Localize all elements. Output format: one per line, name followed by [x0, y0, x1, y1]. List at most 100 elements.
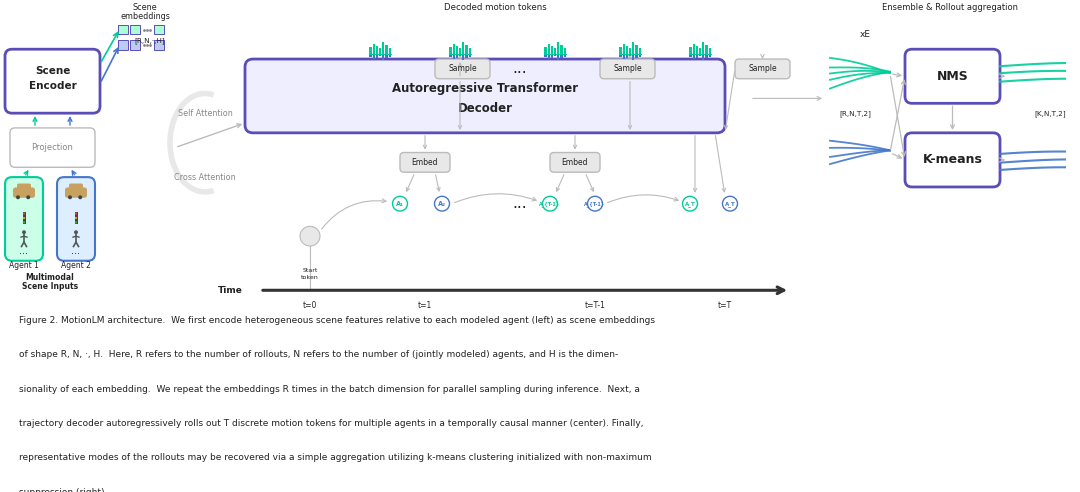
Bar: [376, 54, 378, 58]
Circle shape: [26, 195, 30, 199]
Text: Sample: Sample: [448, 64, 476, 73]
Bar: [708, 48, 711, 54]
Bar: [557, 54, 559, 60]
Bar: [130, 40, 140, 50]
Text: t=T-1: t=T-1: [584, 301, 606, 309]
Text: Self Attention: Self Attention: [177, 109, 232, 118]
Text: Ensemble & Rollout aggregation: Ensemble & Rollout aggregation: [882, 3, 1018, 12]
Text: [K,N,T,2]: [K,N,T,2]: [1035, 110, 1066, 117]
Bar: [548, 54, 550, 59]
Bar: [154, 25, 164, 34]
Bar: [382, 54, 384, 60]
Bar: [702, 42, 704, 54]
Bar: [692, 44, 694, 54]
Text: Agent 2: Agent 2: [62, 261, 91, 270]
Text: ...: ...: [71, 246, 81, 256]
Text: [R,N,·,H]: [R,N,·,H]: [135, 37, 165, 44]
Circle shape: [23, 221, 25, 223]
FancyBboxPatch shape: [10, 128, 95, 167]
Bar: [564, 54, 566, 57]
Bar: [705, 54, 707, 59]
Bar: [23, 212, 26, 224]
Circle shape: [723, 196, 738, 211]
Bar: [551, 46, 553, 54]
Bar: [692, 54, 694, 59]
Bar: [118, 40, 129, 50]
Text: [R,N,T,2]: [R,N,T,2]: [839, 110, 870, 117]
Bar: [376, 46, 378, 54]
Bar: [699, 48, 701, 54]
Circle shape: [392, 196, 407, 211]
Bar: [564, 48, 566, 54]
Circle shape: [75, 217, 77, 219]
FancyBboxPatch shape: [600, 59, 654, 79]
Circle shape: [68, 195, 72, 199]
FancyBboxPatch shape: [5, 177, 43, 261]
Text: Embed: Embed: [411, 158, 438, 167]
Bar: [689, 47, 691, 54]
Bar: [459, 48, 461, 54]
Text: ...: ...: [513, 196, 527, 211]
Bar: [638, 54, 640, 57]
Text: Encoder: Encoder: [29, 81, 77, 91]
Text: t=1: t=1: [418, 301, 432, 309]
Bar: [453, 44, 455, 54]
FancyBboxPatch shape: [5, 49, 100, 113]
FancyBboxPatch shape: [57, 177, 95, 261]
FancyBboxPatch shape: [905, 133, 1000, 187]
Text: Embed: Embed: [562, 158, 589, 167]
Bar: [369, 47, 372, 54]
Bar: [635, 45, 637, 54]
Bar: [638, 48, 640, 54]
Bar: [632, 54, 634, 60]
Bar: [696, 54, 698, 58]
Text: Sample: Sample: [748, 64, 777, 73]
Bar: [705, 45, 707, 54]
Text: Start: Start: [302, 268, 318, 273]
Text: Decoder: Decoder: [458, 102, 513, 115]
Text: t=T: t=T: [718, 301, 732, 309]
Bar: [465, 45, 468, 54]
Circle shape: [300, 226, 320, 246]
Text: A₁: A₁: [396, 201, 404, 207]
Bar: [118, 25, 129, 34]
Bar: [453, 54, 455, 59]
Bar: [462, 54, 464, 60]
Bar: [456, 54, 458, 58]
Bar: [619, 47, 621, 54]
Bar: [130, 25, 140, 34]
Text: A_{T-1}: A_{T-1}: [539, 201, 561, 207]
Bar: [622, 54, 624, 59]
Bar: [632, 42, 634, 54]
FancyBboxPatch shape: [735, 59, 789, 79]
Bar: [625, 54, 627, 58]
Circle shape: [588, 196, 603, 211]
Bar: [635, 54, 637, 59]
Bar: [469, 54, 471, 57]
Bar: [469, 48, 471, 54]
FancyBboxPatch shape: [550, 153, 600, 172]
Bar: [462, 42, 464, 54]
Bar: [379, 48, 381, 54]
Bar: [373, 54, 375, 59]
Text: Sample: Sample: [613, 64, 642, 73]
Text: Agent 1: Agent 1: [9, 261, 39, 270]
Circle shape: [75, 221, 77, 223]
Bar: [449, 54, 451, 57]
Text: of shape R, N, ·, H.  Here, R refers to the number of rollouts, N refers to the : of shape R, N, ·, H. Here, R refers to t…: [19, 350, 619, 359]
Circle shape: [683, 196, 698, 211]
Bar: [699, 54, 701, 57]
Text: Scene: Scene: [133, 3, 158, 12]
Text: sionality of each embedding.  We repeat the embeddings R times in the batch dime: sionality of each embedding. We repeat t…: [19, 385, 640, 394]
Bar: [548, 44, 550, 54]
FancyBboxPatch shape: [69, 184, 83, 190]
Bar: [386, 45, 388, 54]
Bar: [459, 54, 461, 57]
FancyBboxPatch shape: [13, 187, 35, 198]
Bar: [551, 54, 553, 58]
Bar: [382, 42, 384, 54]
Text: token: token: [301, 275, 319, 279]
Bar: [708, 54, 711, 57]
Text: A₂: A₂: [438, 201, 446, 207]
Text: suppression (right).: suppression (right).: [19, 488, 108, 492]
